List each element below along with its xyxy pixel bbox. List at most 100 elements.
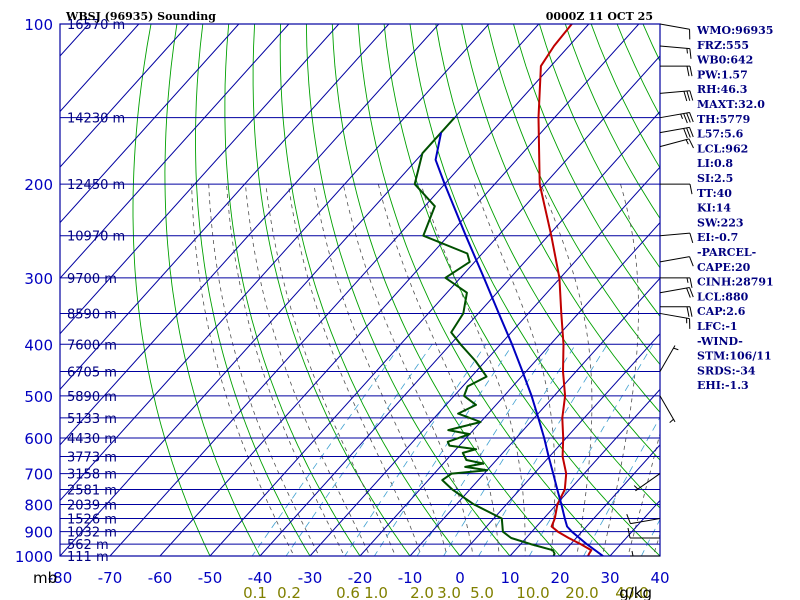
isotherm (159, 24, 640, 556)
temperature-tick-label: -70 (98, 569, 123, 587)
temperature-tick-label: 20 (550, 569, 569, 587)
barb-full (689, 256, 694, 267)
barb-shaft (630, 517, 661, 525)
mixing-ratio-label: 20.0 (565, 584, 598, 600)
dry-adiabat (252, 24, 411, 556)
stat-item: STM:106/11 (697, 350, 772, 363)
wind-barb (659, 126, 694, 139)
moist-adiabat (265, 184, 396, 556)
barb-full (686, 306, 690, 317)
isotherm (409, 277, 660, 556)
height-label: 2039 m (67, 498, 117, 513)
mixing-ratio-label: 0.1 (243, 584, 267, 600)
barb-half (686, 277, 689, 283)
isotherm (509, 388, 660, 556)
dry-adiabat (435, 24, 660, 461)
mixing-ratio-label: 2.0 (410, 584, 434, 600)
temperature-tick-label: -10 (398, 569, 423, 587)
mixing-ratio-line (528, 344, 654, 556)
temperature-profile (537, 24, 593, 556)
stat-item: RH:46.3 (697, 83, 747, 96)
wind-barb (659, 232, 694, 244)
temperature-tick-label: -20 (348, 569, 373, 587)
temperature-tick-label: -30 (298, 569, 323, 587)
mixing-ratio-label: 5.0 (470, 584, 494, 600)
dry-adiabat (773, 24, 800, 567)
barb-full (686, 287, 691, 298)
moist-adiabat (420, 183, 526, 556)
dry-adiabat (409, 24, 660, 509)
dry-adiabat (331, 24, 561, 556)
barb-shaft (659, 111, 690, 119)
barb-full (689, 127, 694, 138)
moist-adiabat (313, 184, 448, 556)
moist-adiabat (627, 431, 660, 556)
barb-half (686, 48, 688, 54)
dry-adiabat (487, 24, 660, 366)
mixing-ratio-label: 40.0 (615, 584, 648, 600)
wind-barb (659, 287, 694, 298)
temperature-tick-label: -80 (48, 569, 73, 587)
moist-adiabat (342, 184, 474, 556)
isotherm (259, 110, 660, 556)
mixing-ratio-label: 0.6 (336, 584, 360, 600)
height-label: 3158 m (67, 468, 117, 483)
mixing-ratio-line (640, 518, 660, 556)
height-label: 5890 m (67, 390, 117, 405)
wind-barb (626, 513, 661, 525)
moist-adiabat (601, 183, 639, 556)
wind-barb (659, 138, 694, 149)
stat-item: PW:1.57 (697, 68, 748, 81)
height-label: 10970 m (67, 230, 125, 245)
temperature-tick-label: -50 (198, 569, 223, 587)
isotherm (359, 221, 660, 556)
stat-item: SI:2.5 (697, 172, 733, 185)
dry-adiabat (305, 24, 511, 556)
stat-item: CINH:28791 (697, 276, 774, 289)
barb-full (689, 184, 693, 195)
barb-full (627, 527, 631, 539)
mixing-ratio-line (251, 344, 402, 556)
pressure-unit-label: mb (33, 569, 57, 587)
mixing-ratio-line (443, 344, 577, 556)
mixing-ratio-label: 0.2 (277, 584, 301, 600)
barb-half (685, 139, 689, 145)
barb-full (689, 112, 694, 123)
height-label: 111 m (67, 550, 109, 565)
stat-item: SW:223 (697, 216, 744, 229)
barb-half (680, 113, 683, 119)
isotherm (559, 444, 660, 556)
barb-full (686, 90, 691, 101)
sounding-time: 0000Z 11 OCT 25 (546, 10, 653, 23)
dry-adiabat (164, 24, 261, 556)
barb-shaft (659, 45, 690, 50)
barb-half (669, 418, 674, 423)
height-label: 7600 m (67, 338, 117, 353)
moist-adiabat (226, 184, 345, 556)
isotherm (760, 24, 800, 556)
mixing-ratio-label: 1.0 (364, 584, 388, 600)
moist-adiabat (377, 184, 500, 556)
barb-shaft (659, 256, 690, 263)
wind-barb (659, 395, 676, 423)
plot-frame (59, 23, 661, 557)
barb-full (689, 306, 693, 317)
temperature-tick-label: -60 (148, 569, 173, 587)
pressure-tick-label: 600 (24, 430, 53, 448)
pressure-tick-label: 700 (24, 466, 53, 484)
barb-full (689, 287, 694, 298)
barb-full (688, 138, 694, 149)
mixing-ratio-line (285, 344, 433, 556)
pressure-tick-label: 300 (24, 270, 53, 288)
barb-full (683, 128, 688, 139)
wind-barb (660, 183, 693, 195)
moist-adiabat (288, 184, 422, 556)
wind-barbs (626, 23, 694, 557)
barb-full (689, 90, 694, 101)
barb-shaft (659, 23, 690, 30)
stat-item: LCL:962 (697, 142, 748, 155)
stat-item: EHI:-1.3 (697, 379, 749, 392)
stat-item: TT:40 (697, 187, 732, 200)
isotherm (459, 333, 660, 556)
